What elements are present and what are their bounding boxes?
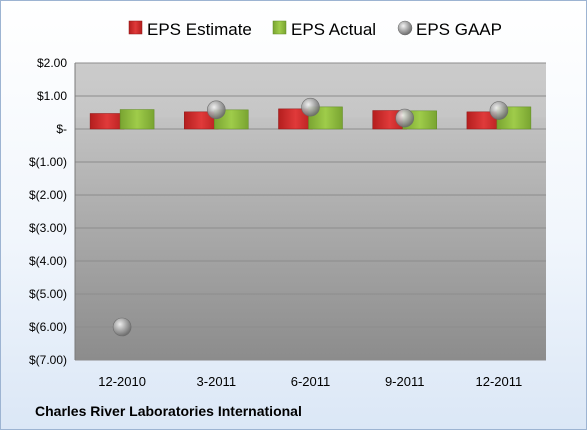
- legend-label: EPS Actual: [291, 20, 376, 39]
- gaap-marker: [301, 97, 320, 117]
- estimate-bar: [89, 113, 125, 130]
- x-tick-label: 12-2010: [98, 374, 146, 389]
- y-tick-label: $(3.00): [29, 221, 67, 235]
- red-cube-icon: [128, 20, 143, 35]
- actual-bar: [119, 109, 155, 130]
- y-tick-label: $-: [56, 122, 67, 136]
- gaap-marker: [489, 101, 509, 120]
- y-tick-label: $(1.00): [29, 155, 67, 169]
- legend-label: EPS Estimate: [147, 20, 252, 39]
- y-tick-label: $2.00: [37, 56, 67, 70]
- y-tick-label: $(5.00): [29, 287, 67, 301]
- gaap-marker: [207, 100, 226, 120]
- y-tick-label: $(4.00): [29, 254, 67, 268]
- y-tick-label: $(2.00): [29, 188, 67, 202]
- company-name: Charles River Laboratories International: [35, 403, 302, 419]
- x-tick-label: 9-2011: [385, 374, 425, 389]
- green-cube-icon: [272, 20, 287, 35]
- gaap-marker: [395, 108, 415, 128]
- y-tick-label: $1.00: [37, 89, 67, 103]
- y-tick-label: $(7.00): [29, 353, 67, 367]
- x-tick-label: 3-2011: [197, 374, 237, 389]
- legend: EPS Estimate EPS Actual EPS GAAP: [128, 20, 502, 39]
- x-tick-label: 6-2011: [291, 374, 331, 389]
- legend-label: EPS GAAP: [416, 20, 502, 39]
- x-tick-label: 12-2011: [476, 374, 523, 389]
- plot-area: $2.00 $1.00 $- $(1.00) $(2.00) $(3.00) $(4.00)…: [29, 56, 546, 389]
- gray-sphere-icon: [397, 20, 413, 36]
- y-tick-label: $(6.00): [29, 320, 67, 334]
- gaap-marker: [112, 317, 132, 337]
